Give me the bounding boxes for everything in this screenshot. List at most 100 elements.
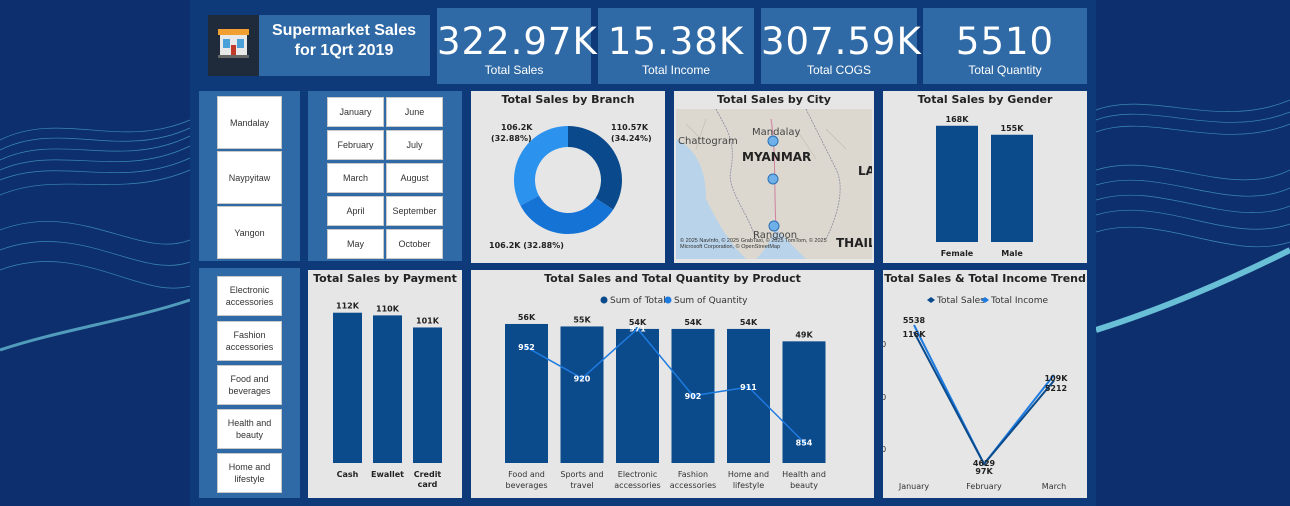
legend-marker-total — [600, 296, 608, 304]
donut-slice[interactable] — [568, 126, 622, 210]
kpi-label: Total Income — [641, 63, 711, 77]
slicer-item-october[interactable]: October — [386, 229, 443, 259]
kpi-total-income: 15.38K Total Income — [598, 8, 754, 84]
x-tick-label: January — [898, 482, 930, 491]
y-tick-label: 950 — [883, 340, 886, 349]
income-data-label: 4629 — [973, 459, 996, 468]
map-point-mandalay[interactable] — [767, 135, 779, 147]
kpi-value: 5510 — [955, 20, 1055, 63]
legend-marker-total-income — [981, 297, 989, 303]
category-tick-label: Female — [941, 249, 974, 258]
line-data-label: 854 — [796, 438, 813, 447]
bar[interactable] — [373, 315, 402, 463]
gender-bar-panel: Total Sales by Gender 168K Female 155K Male — [883, 91, 1087, 263]
bar[interactable] — [413, 327, 442, 463]
slicer-item-august[interactable]: August — [386, 163, 443, 193]
bar-data-label: 110K — [376, 304, 400, 313]
slicer-item-electronic-accessories[interactable]: Electronic accessories — [217, 276, 282, 316]
product-slicer: Electronic accessories Fashion accessori… — [199, 268, 300, 498]
slicer-item-may[interactable]: May — [327, 229, 384, 259]
category-tick-label: Cash — [337, 470, 359, 479]
slicer-item-april[interactable]: April — [327, 196, 384, 226]
category-tick-label: Electronic — [618, 470, 657, 479]
category-tick-label: lifestyle — [733, 481, 764, 490]
line-point[interactable] — [524, 345, 529, 350]
quantity-line — [526, 327, 805, 443]
map-label-chattogram: Chattogram — [678, 136, 738, 147]
branch-donut-chart: 110.57K (34.24%) 106.2K (32.88%) 106.2K … — [489, 123, 652, 250]
bar-data-label: 155K — [1001, 124, 1025, 133]
donut-label-2: 106.2K (32.88%) — [489, 241, 564, 250]
kpi-value: 322.97K — [437, 20, 598, 63]
kpi-label: Total Sales — [484, 63, 544, 77]
bar[interactable] — [333, 312, 362, 463]
line-point[interactable] — [802, 440, 806, 445]
map-label-mandalay: Mandalay — [752, 127, 800, 138]
category-tick-label: Fashion — [678, 470, 708, 479]
bar-data-label: 54K — [629, 318, 647, 327]
slicer-item-july[interactable]: July — [386, 130, 443, 160]
slicer-item-yangon[interactable]: Yangon — [217, 206, 282, 259]
bar[interactable] — [727, 328, 770, 463]
line-point[interactable] — [635, 326, 640, 331]
category-tick-label: Health and — [782, 470, 826, 479]
map-point-yangon[interactable] — [768, 220, 780, 232]
legend-label-total-sales: Total Sales — [936, 296, 985, 306]
donut-slice[interactable] — [514, 126, 568, 206]
bar[interactable] — [936, 125, 978, 242]
myanmar-map[interactable]: Mandalay MYANMAR Chattogram LA Rangoon T… — [676, 109, 872, 259]
income-data-label: 5212 — [1045, 384, 1067, 393]
slicer-item-january[interactable]: January — [327, 97, 384, 127]
donut-slice[interactable] — [520, 195, 614, 234]
bar[interactable] — [991, 134, 1033, 242]
slicer-item-food-and-beverages[interactable]: Food and beverages — [217, 365, 282, 405]
map-label-myanmar: MYANMAR — [742, 150, 811, 164]
supermarket-store-icon — [208, 15, 259, 76]
slicer-item-mandalay[interactable]: Mandalay — [217, 96, 282, 149]
slicer-item-june[interactable]: June — [386, 97, 443, 127]
sales-data-label: 109K — [1045, 374, 1069, 383]
bar[interactable] — [560, 326, 604, 463]
city-slicer: Mandalay Naypyitaw Yangon — [199, 91, 300, 261]
month-slicer: January June February July March August … — [308, 91, 462, 261]
bar[interactable] — [616, 328, 659, 463]
slicer-item-fashion-accessories[interactable]: Fashion accessories — [217, 321, 282, 361]
category-tick-label: accessories — [614, 481, 660, 490]
map-point-naypyitaw[interactable] — [767, 173, 779, 185]
y-tick-label: 900 — [883, 393, 886, 402]
category-tick-label: travel — [570, 481, 593, 490]
kpi-value: 307.59K — [761, 20, 922, 63]
chart-title: Total Sales by City — [717, 93, 831, 106]
line-point[interactable] — [691, 393, 695, 398]
bar-data-label: 101K — [416, 316, 440, 325]
line-data-label: 952 — [518, 343, 535, 352]
sales-data-label: 97K — [975, 467, 993, 476]
category-tick-label: Home and — [728, 470, 769, 479]
kpi-label: Total Quantity — [968, 63, 1042, 77]
slicer-item-september[interactable]: September — [386, 196, 443, 226]
slicer-item-naypyitaw[interactable]: Naypyitaw — [217, 151, 282, 204]
slicer-item-health-and-beauty[interactable]: Health and beauty — [217, 409, 282, 449]
kpi-total-quantity: 5510 Total Quantity — [923, 8, 1087, 84]
kpi-label: Total COGS — [806, 63, 872, 77]
y-tick-label: 850 — [883, 445, 886, 454]
chart-title: Total Sales & Total Income Trend — [884, 272, 1086, 285]
map-label-laos: LA — [858, 164, 872, 178]
slicer-item-home-and-lifestyle[interactable]: Home and lifestyle — [217, 453, 282, 493]
bar-data-label: 168K — [946, 115, 970, 124]
chart-title: Total Sales and Total Quantity by Produc… — [544, 272, 801, 285]
line-data-label: 902 — [685, 392, 702, 401]
category-tick-label: card — [418, 480, 438, 489]
line-point[interactable] — [746, 385, 751, 390]
donut-label-1-value: 110.57K — [611, 123, 649, 132]
slicer-item-march[interactable]: March — [327, 163, 384, 193]
branch-donut-panel: Total Sales by Branch 110.57K (34.24%) 1… — [471, 91, 665, 263]
slicer-item-february[interactable]: February — [327, 130, 384, 160]
map-label-rangoon: Rangoon — [753, 230, 797, 241]
gender-bar-chart: 168K Female 155K Male — [936, 115, 1033, 258]
bar-data-label: 55K — [573, 315, 591, 324]
line-data-label: 911 — [740, 383, 757, 392]
product-combo-chart: Sum of Total Sum of Quantity 56K Food and… — [505, 296, 826, 490]
line-data-label: 971 — [629, 325, 646, 334]
line-point[interactable] — [580, 376, 584, 381]
